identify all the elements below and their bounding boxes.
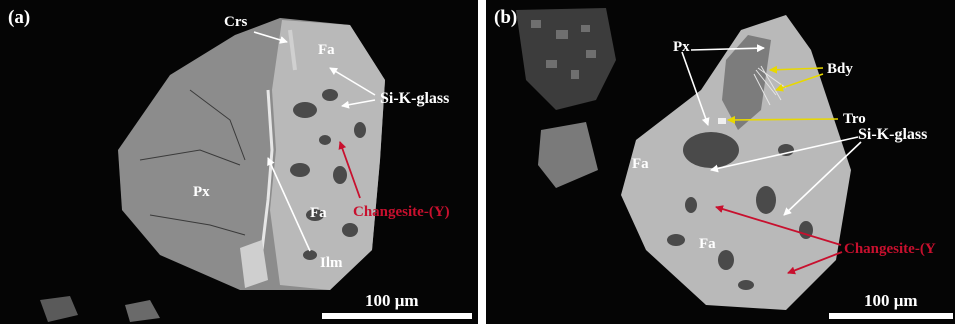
label-fa-left: Fa: [632, 156, 649, 172]
label-fa-top: Fa: [318, 42, 335, 58]
pyroxene-cracks: [139, 89, 246, 236]
background-grain: [40, 296, 78, 322]
label-px: Px: [673, 39, 690, 55]
granular-cluster: [516, 8, 616, 110]
annotation-arrows-red: [715, 205, 843, 275]
label-bdy: Bdy: [827, 61, 853, 77]
panel-a-image: (a) Crs Fa Si-K-glass Px Fa Changesite-(…: [0, 0, 478, 324]
label-ilm: Ilm: [320, 255, 343, 271]
panel-b-image: (b) Px Bdy Tro Si-K-glass Fa Fa Changesi…: [486, 0, 955, 324]
isolated-grain: [538, 122, 598, 188]
ilmenite-vein: [260, 89, 274, 251]
annotation-arrows-white: [253, 31, 376, 252]
annotation-arrows-white: [681, 44, 862, 216]
label-fa-bottom: Fa: [310, 205, 327, 221]
label-changesite: Changesite-(Y: [844, 241, 936, 257]
background-grain: [125, 300, 160, 322]
label-fa-bottom: Fa: [699, 236, 716, 252]
bright-patch: [240, 240, 268, 288]
label-si-k-glass: Si-K-glass: [858, 126, 928, 143]
panel-a-micrograph: [40, 18, 385, 322]
label-si-k-glass: Si-K-glass: [380, 90, 450, 107]
troilite-grain: [718, 118, 726, 124]
panel-b-letter: (b): [494, 7, 518, 28]
annotation-arrows-yellow: [727, 65, 839, 124]
scale-bar: [322, 313, 472, 319]
fayalite-region: [270, 20, 385, 290]
glass-patches: [290, 89, 366, 260]
baddeleyite-needles: [753, 65, 787, 106]
scale-label: 100 μm: [864, 291, 918, 310]
cristobalite-lath: [288, 29, 297, 71]
panel-a-letter: (a): [8, 7, 31, 28]
scale-bar: [829, 313, 953, 319]
scale-label: 100 μm: [365, 291, 419, 310]
label-changesite: Changesite-(Y): [353, 204, 450, 220]
panel-b-micrograph: [516, 8, 862, 310]
cluster-grains: [531, 20, 596, 79]
glass-patches: [667, 132, 813, 290]
label-px: Px: [193, 184, 210, 200]
label-tro: Tro: [843, 111, 866, 127]
label-crs: Crs: [224, 14, 248, 30]
pyroxene-area: [722, 35, 771, 130]
annotation-arrow-red: [338, 141, 361, 199]
